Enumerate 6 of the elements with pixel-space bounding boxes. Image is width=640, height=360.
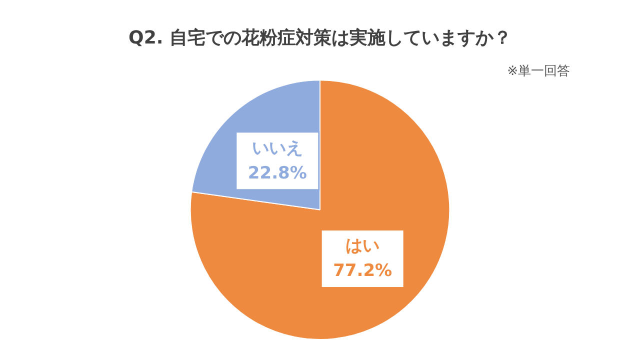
chart-title: Q2. 自宅での花粉症対策は実施していますか？ <box>128 27 512 48</box>
slice-label: いいえ <box>252 138 303 158</box>
text: ※単一回答 <box>507 63 570 80</box>
slice-label: はい <box>346 236 380 256</box>
data-label: 77.2% <box>333 261 392 282</box>
data-label: 22.8% <box>248 163 307 184</box>
